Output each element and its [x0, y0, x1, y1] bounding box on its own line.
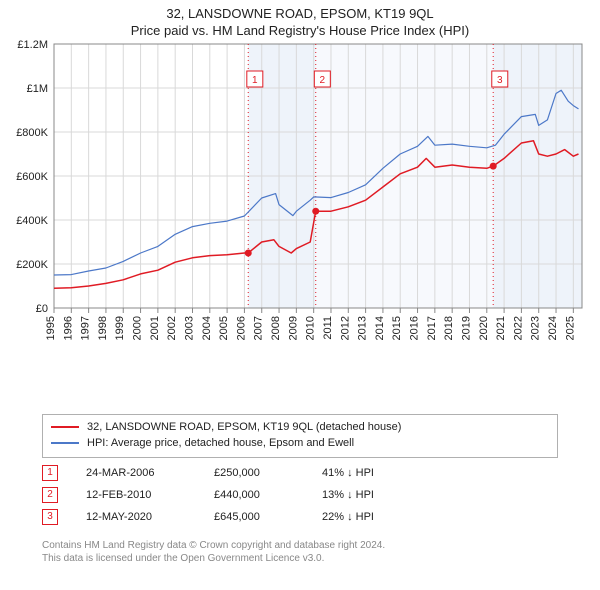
svg-text:£400K: £400K	[16, 215, 48, 227]
svg-text:2011: 2011	[322, 316, 334, 340]
svg-text:2019: 2019	[460, 316, 472, 340]
svg-text:2007: 2007	[253, 316, 265, 340]
svg-text:2025: 2025	[564, 316, 576, 340]
svg-text:2016: 2016	[409, 316, 421, 340]
transaction-hpi-delta: 13% ↓ HPI	[322, 489, 374, 501]
svg-text:2013: 2013	[357, 316, 369, 340]
svg-text:2022: 2022	[512, 316, 524, 340]
svg-text:1999: 1999	[114, 316, 126, 340]
svg-text:£600K: £600K	[16, 171, 48, 183]
svg-text:2020: 2020	[478, 316, 490, 340]
footer-line-2: This data is licensed under the Open Gov…	[42, 553, 558, 566]
transaction-date: 24-MAR-2006	[86, 467, 186, 479]
svg-text:2003: 2003	[183, 316, 195, 340]
svg-text:2021: 2021	[495, 316, 507, 340]
svg-text:1997: 1997	[80, 316, 92, 340]
svg-text:2004: 2004	[201, 316, 213, 340]
svg-text:1: 1	[252, 75, 258, 86]
svg-text:£200K: £200K	[16, 259, 48, 271]
svg-text:£1M: £1M	[27, 83, 48, 95]
svg-text:3: 3	[497, 75, 503, 86]
transaction-row: 1 24-MAR-2006 £250,000 41% ↓ HPI	[42, 462, 558, 484]
svg-text:2018: 2018	[443, 316, 455, 340]
svg-text:2017: 2017	[426, 316, 438, 340]
svg-text:2000: 2000	[132, 316, 144, 340]
legend: 32, LANSDOWNE ROAD, EPSOM, KT19 9QL (det…	[42, 414, 558, 458]
transaction-date: 12-MAY-2020	[86, 511, 186, 523]
price-chart: £0 £200K £400K £600K £800K £1M £1.2M 1995 1996 19…	[0, 38, 600, 368]
svg-text:1996: 1996	[62, 316, 74, 340]
footer-line-1: Contains HM Land Registry data © Crown c…	[42, 540, 558, 553]
svg-text:2008: 2008	[270, 316, 282, 340]
svg-text:2001: 2001	[149, 316, 161, 340]
svg-text:2005: 2005	[218, 316, 230, 340]
legend-label: 32, LANSDOWNE ROAD, EPSOM, KT19 9QL (det…	[87, 421, 401, 433]
legend-swatch	[51, 426, 79, 428]
transaction-index: 2	[42, 487, 58, 503]
transaction-price: £250,000	[214, 467, 294, 479]
titles: 32, LANSDOWNE ROAD, EPSOM, KT19 9QL Pric…	[0, 0, 600, 38]
svg-text:£800K: £800K	[16, 127, 48, 139]
transactions-table: 1 24-MAR-2006 £250,000 41% ↓ HPI 2 12-FEB-201…	[42, 462, 558, 528]
transaction-price: £440,000	[214, 489, 294, 501]
chart-page: 32, LANSDOWNE ROAD, EPSOM, KT19 9QL Pric…	[0, 0, 600, 590]
svg-text:2014: 2014	[374, 316, 386, 340]
svg-text:£1.2M: £1.2M	[17, 39, 48, 51]
legend-swatch	[51, 442, 79, 444]
svg-text:2024: 2024	[547, 316, 559, 340]
svg-text:2010: 2010	[305, 316, 317, 340]
svg-text:1995: 1995	[45, 316, 57, 340]
transaction-date: 12-FEB-2010	[86, 489, 186, 501]
svg-text:2015: 2015	[391, 316, 403, 340]
svg-text:2023: 2023	[530, 316, 542, 340]
legend-row: HPI: Average price, detached house, Epso…	[51, 435, 549, 451]
svg-text:£0: £0	[36, 303, 48, 315]
transaction-hpi-delta: 41% ↓ HPI	[322, 467, 374, 479]
transaction-price: £645,000	[214, 511, 294, 523]
svg-text:2: 2	[320, 75, 326, 86]
title-subtitle: Price paid vs. HM Land Registry's House …	[0, 23, 600, 38]
transaction-index: 1	[42, 465, 58, 481]
svg-text:2006: 2006	[235, 316, 247, 340]
attribution-footer: Contains HM Land Registry data © Crown c…	[42, 540, 558, 565]
svg-text:1998: 1998	[97, 316, 109, 340]
title-address: 32, LANSDOWNE ROAD, EPSOM, KT19 9QL	[0, 6, 600, 21]
svg-text:2009: 2009	[287, 316, 299, 340]
transaction-row: 3 12-MAY-2020 £645,000 22% ↓ HPI	[42, 506, 558, 528]
legend-row: 32, LANSDOWNE ROAD, EPSOM, KT19 9QL (det…	[51, 419, 549, 435]
transaction-hpi-delta: 22% ↓ HPI	[322, 511, 374, 523]
legend-label: HPI: Average price, detached house, Epso…	[87, 437, 354, 449]
svg-text:2012: 2012	[339, 316, 351, 340]
svg-text:2002: 2002	[166, 316, 178, 340]
transaction-row: 2 12-FEB-2010 £440,000 13% ↓ HPI	[42, 484, 558, 506]
transaction-index: 3	[42, 509, 58, 525]
